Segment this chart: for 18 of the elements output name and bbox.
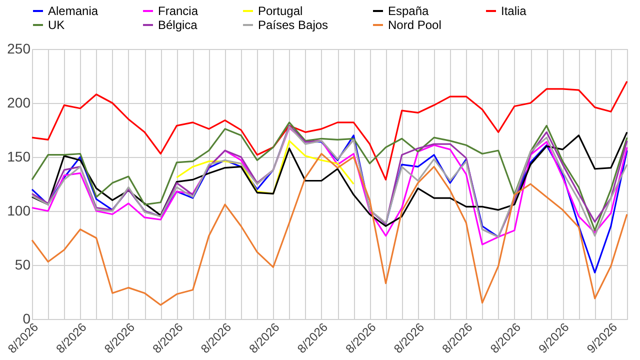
line-series [31,80,628,180]
y-tick-label: 250 [7,40,31,56]
legend-label: Bélgica [158,18,198,32]
y-tick-label: 200 [7,94,31,110]
y-tick-label: 100 [7,202,31,218]
legend-label: Portugal [258,4,303,18]
y-tick-label: 150 [7,148,31,164]
legend-label: Nord Pool [388,18,442,32]
legend-label: UK [48,18,65,32]
line-series [31,152,628,306]
legend-label: Francia [158,4,198,18]
legend-label: España [388,4,430,18]
legend-label: Alemania [48,4,98,18]
line-series [176,140,354,195]
legend-label: Italia [501,4,527,18]
y-tick-label: 0 [22,310,31,326]
y-tick-label: 50 [14,256,31,272]
legend-label: Países Bajos [258,18,328,32]
